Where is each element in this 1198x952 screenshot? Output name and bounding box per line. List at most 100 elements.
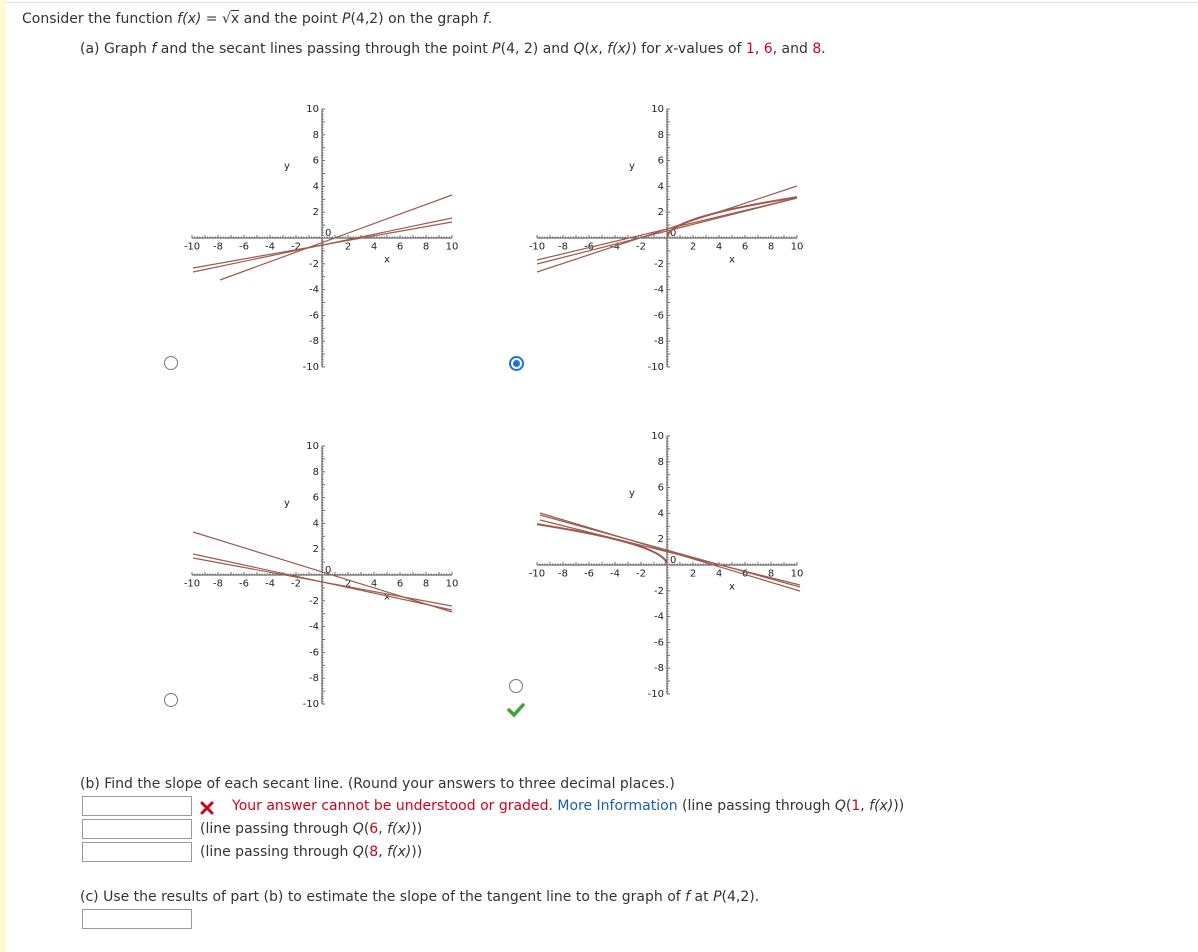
y-tick-label: 8 [658, 457, 664, 468]
intro: Consider the function f(x) = √x and the … [22, 10, 493, 27]
y-axis-label: y [629, 488, 635, 499]
x-tick-label: -6 [584, 568, 594, 579]
y-tick-label: 10 [651, 104, 664, 115]
y-tick-label: 4 [658, 181, 664, 192]
x-tick-label: -2 [636, 568, 646, 579]
x-tick-label: -6 [239, 578, 249, 589]
x-tick-label: -10 [184, 578, 200, 589]
x-tick-label: 4 [716, 241, 722, 252]
y-tick-label: -4 [654, 285, 664, 296]
answer-input[interactable] [82, 796, 192, 816]
y-tick-label: -8 [654, 336, 664, 347]
x-tick-label: 8 [768, 568, 774, 579]
answer-input[interactable] [82, 819, 192, 839]
x-tick-label: 10 [446, 578, 459, 589]
y-tick-label: -10 [648, 362, 664, 373]
y-tick-label: 10 [306, 441, 319, 452]
y-tick-label: -8 [309, 673, 319, 684]
y-tick-label: -4 [654, 612, 664, 623]
answer-input[interactable] [82, 909, 192, 929]
y-tick-label: 2 [658, 534, 664, 545]
y-tick-label: -6 [309, 647, 319, 658]
x-tick-label: -10 [529, 241, 545, 252]
x-tick-label: -8 [558, 568, 568, 579]
y-tick-label: -10 [648, 689, 664, 700]
x-tick-label: -2 [291, 241, 301, 252]
x-tick-label: -2 [291, 578, 301, 589]
secant-line [219, 194, 453, 281]
y-tick-label: -6 [309, 310, 319, 321]
x-tick-label: -4 [265, 578, 275, 589]
y-tick-label: -10 [303, 699, 319, 710]
part-a: (a) Graph f and the secant lines passing… [80, 41, 826, 57]
x-tick-label: 6 [397, 241, 403, 252]
more-info-link[interactable]: More Information [557, 798, 678, 814]
x-tick-label: -6 [584, 241, 594, 252]
x-axis-label: x [729, 254, 735, 265]
error-message: Your answer cannot be understood or grad… [232, 798, 553, 814]
zero-label: 0 [325, 565, 331, 576]
x-tick-label: -10 [529, 568, 545, 579]
part-c: (c) Use the results of part (b) to estim… [80, 889, 760, 905]
zero-label: 0 [670, 555, 676, 566]
secant-line [539, 514, 801, 588]
x-tick-label: 2 [690, 241, 696, 252]
answer-input[interactable] [82, 842, 192, 862]
y-tick-label: -4 [309, 285, 319, 296]
x-axis-label: x [384, 591, 390, 602]
zero-label: 0 [670, 228, 676, 239]
x-tick-label: -2 [636, 241, 646, 252]
secant-line [536, 197, 798, 261]
radio-option[interactable] [164, 693, 178, 707]
x-tick-label: 10 [791, 241, 804, 252]
x-tick-label: -8 [213, 241, 223, 252]
row-label: (line passing through Q(1, f(x))) [682, 798, 905, 814]
y-tick-label: 6 [658, 156, 664, 167]
x-tick-label: 10 [791, 568, 804, 579]
side-stripe [0, 0, 6, 952]
y-tick-label: -2 [654, 259, 664, 270]
x-tick-label: 2 [345, 578, 351, 589]
x-tick-label: -8 [213, 578, 223, 589]
y-tick-label: -4 [309, 622, 319, 633]
x-tick-label: 2 [345, 241, 351, 252]
y-tick-label: -6 [654, 310, 664, 321]
y-tick-label: 6 [313, 156, 319, 167]
radio-option[interactable] [164, 356, 178, 370]
x-tick-label: -8 [558, 241, 568, 252]
secant-line [192, 221, 453, 269]
x-axis-label: x [384, 254, 390, 265]
y-tick-label: 2 [658, 207, 664, 218]
y-tick-label: -2 [309, 596, 319, 607]
y-tick-label: -8 [309, 336, 319, 347]
correct-check [507, 703, 525, 718]
row-label: (line passing through Q(8, f(x))) [200, 844, 423, 860]
y-tick-label: -10 [303, 362, 319, 373]
y-axis-label: y [284, 498, 290, 509]
y-tick-label: -2 [309, 259, 319, 270]
function-curve [536, 523, 668, 566]
y-tick-label: 8 [313, 130, 319, 141]
graphs: -10 -10 -8 -8 -6 -6 -4 -4 -2 -2 2 2 4 4 6 6 8 8 10 10 0 x y -10… [184, 104, 804, 710]
error-icon [200, 801, 214, 815]
x-tick-label: 8 [423, 578, 429, 589]
x-tick-label: -4 [610, 568, 620, 579]
y-axis-label: y [629, 161, 635, 172]
radio-option[interactable] [509, 679, 523, 693]
y-tick-label: 2 [313, 207, 319, 218]
y-tick-label: 10 [651, 431, 664, 442]
y-tick-label: 8 [313, 467, 319, 478]
secant-line [536, 197, 798, 265]
y-tick-label: 10 [306, 104, 319, 115]
y-tick-label: 2 [313, 544, 319, 555]
y-tick-label: 8 [658, 130, 664, 141]
radio-option[interactable] [509, 356, 524, 371]
x-tick-label: 6 [397, 578, 403, 589]
row-label: (line passing through Q(6, f(x))) [200, 821, 423, 837]
x-tick-label: -6 [239, 241, 249, 252]
y-axis-label: y [284, 161, 290, 172]
x-tick-label: 6 [742, 241, 748, 252]
feedback: Your answer cannot be understood or grad… [232, 798, 904, 814]
x-tick-label: 4 [371, 241, 377, 252]
